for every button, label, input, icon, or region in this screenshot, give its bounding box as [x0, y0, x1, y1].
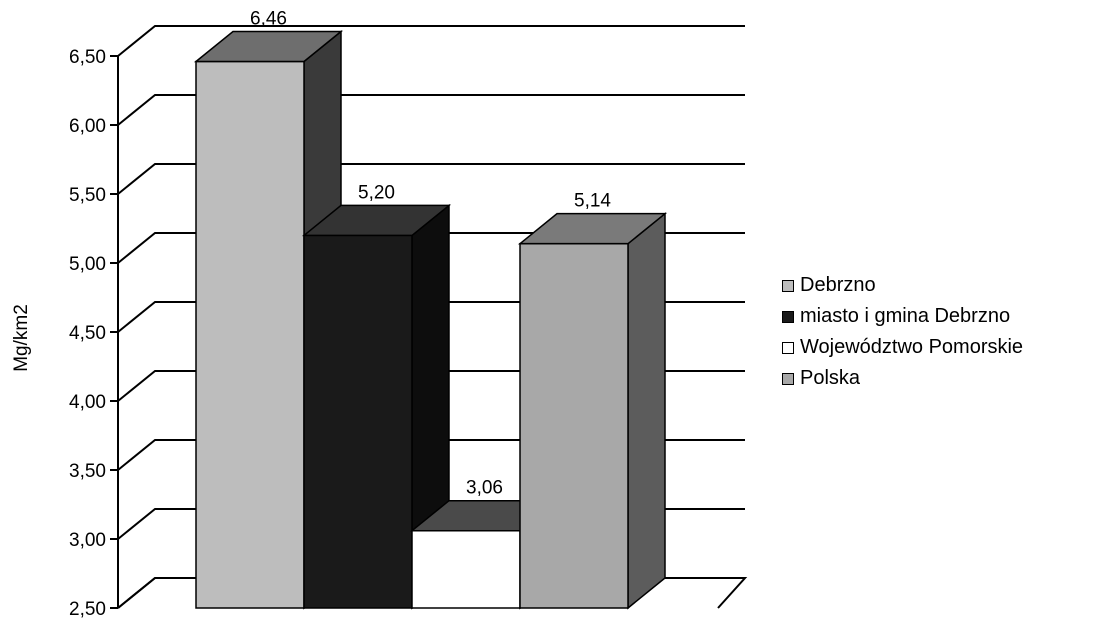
y-tick-label: 2,50	[69, 599, 106, 618]
gridline	[117, 25, 745, 57]
legend-label: Polska	[800, 367, 861, 389]
data-label: 5,14	[574, 191, 611, 212]
bar	[519, 242, 629, 609]
data-label: 6,46	[250, 9, 287, 30]
gridline	[117, 94, 745, 126]
y-tick-label: 3,50	[69, 461, 106, 482]
legend-item-wojewodztwo: Województwo Pomorskie	[782, 332, 1023, 363]
data-label: 3,06	[466, 478, 503, 499]
data-label: 5,20	[358, 182, 395, 203]
bar	[411, 529, 521, 609]
y-tick-label: 3,00	[69, 530, 106, 551]
legend: Debrzno miasto i gmina Debrzno Województwo…	[782, 270, 1023, 394]
legend-swatch	[782, 310, 794, 323]
legend-label: miasto i gmina Debrzno	[800, 305, 1011, 327]
value-labels: 6,46 5,20 3,06 5,14	[250, 9, 611, 499]
legend-label: Województwo Pomorskie	[800, 336, 1024, 358]
bar-top	[193, 30, 344, 63]
gridline	[117, 163, 745, 195]
y-axis-label: Mg/km2	[11, 304, 32, 372]
y-axis: 6,50 6,00 5,50 5,00 4,50 4,00 3,50 3,00 2,50	[69, 47, 748, 618]
legend-item-miasto-i-gmina: miasto i gmina Debrzno	[782, 301, 1023, 332]
bar	[303, 234, 413, 609]
legend-swatch	[782, 372, 794, 385]
legend-item-debrzno: Debrzno	[782, 270, 1023, 301]
y-tick-label: 5,50	[69, 185, 106, 206]
y-tick-label: 4,00	[69, 392, 106, 413]
y-tick-label: 6,00	[69, 116, 106, 137]
bar	[195, 60, 305, 609]
bars	[193, 29, 668, 610]
y-tick-label: 4,50	[69, 323, 106, 344]
legend-swatch	[782, 279, 794, 292]
bar-top	[301, 204, 452, 237]
legend-label: Debrzno	[800, 274, 876, 296]
y-tick-label: 5,00	[69, 254, 106, 275]
y-tick-label: 6,50	[69, 47, 106, 68]
bar-top	[517, 212, 668, 245]
legend-item-polska: Polska	[782, 363, 1023, 394]
bar-side	[627, 212, 666, 610]
legend-swatch	[782, 341, 794, 354]
